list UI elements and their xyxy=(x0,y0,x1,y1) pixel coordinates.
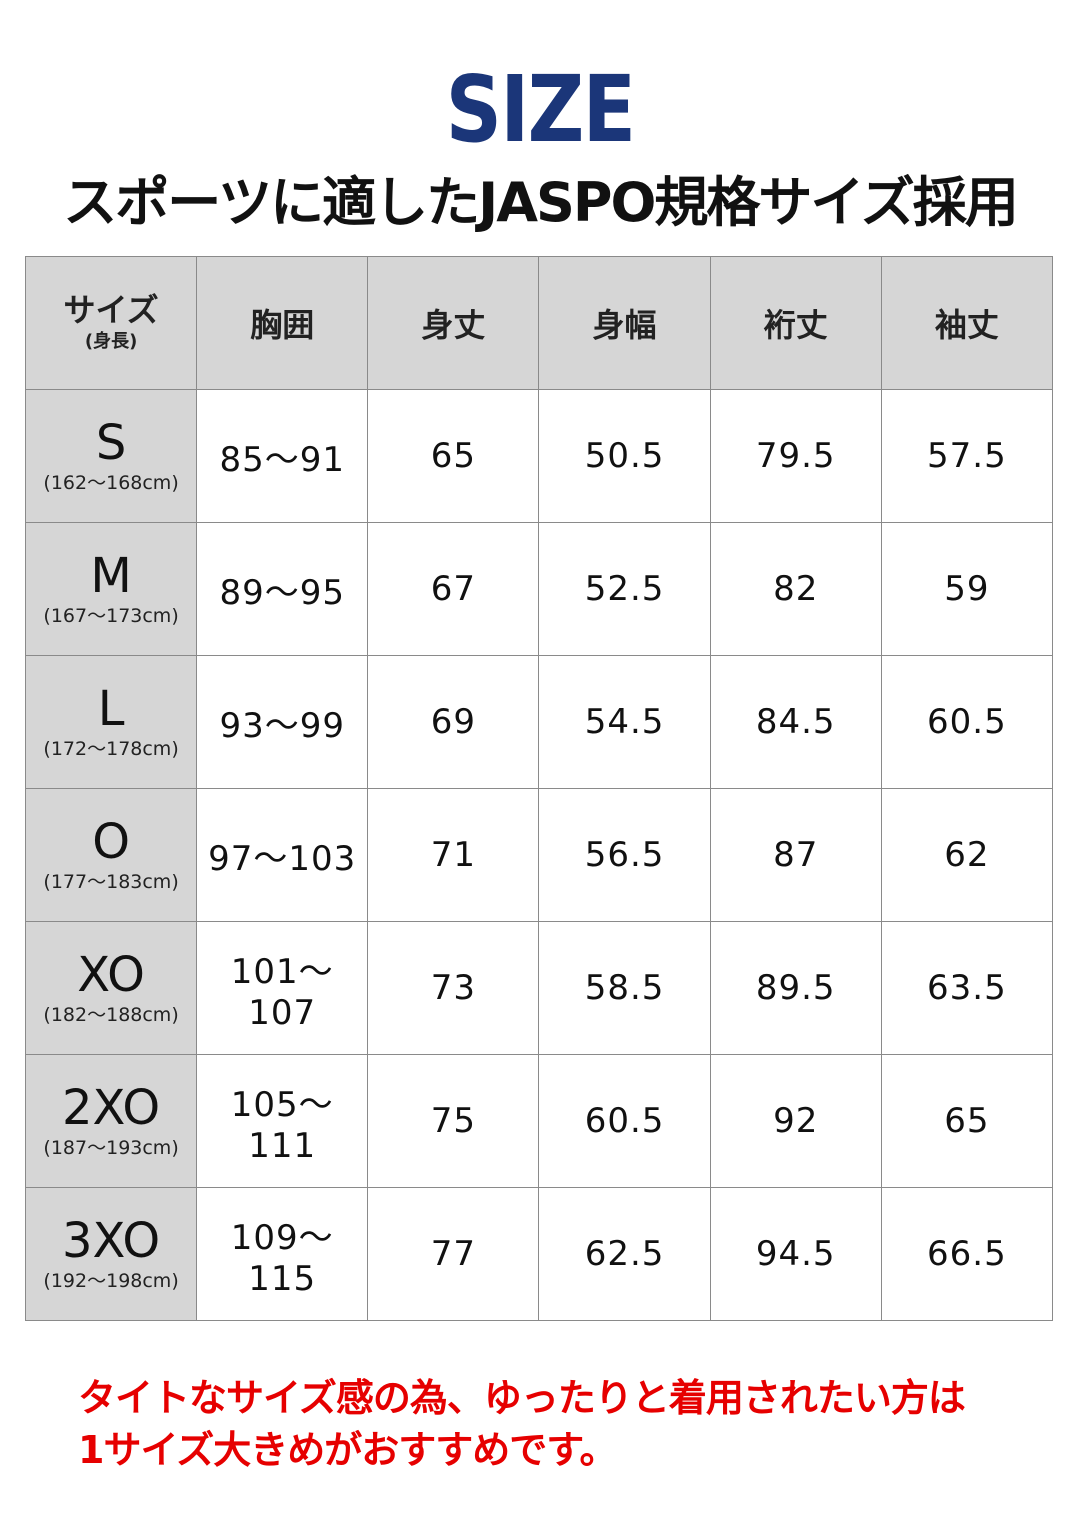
size-height-range: (162〜168cm) xyxy=(43,471,179,494)
measurement-cell: 63.5 xyxy=(880,921,1054,1055)
measurement-cell: 62.5 xyxy=(538,1187,711,1321)
size-table: サイズ (身長) 胸囲 身丈 身幅 裄丈 袖丈 S (162〜168cm) 85… xyxy=(24,256,1054,1321)
size-height-range: (177〜183cm) xyxy=(43,870,179,893)
table-row: XO (182〜188cm) 101〜107 73 58.5 89.5 63.5 xyxy=(24,921,1054,1055)
measurement-cell: 58.5 xyxy=(538,921,711,1055)
measurement-cell: 79.5 xyxy=(709,389,882,523)
table-row: L (172〜178cm) 93〜99 69 54.5 84.5 60.5 xyxy=(24,655,1054,789)
measurement-cell: 52.5 xyxy=(538,522,711,656)
column-header-chest: 胸囲 xyxy=(196,256,369,390)
size-note: タイトなサイズ感の為、ゆったりと着用されたい方は 1サイズ大きめがおすすめです。 xyxy=(78,1372,966,1476)
size-label: L xyxy=(97,680,125,737)
measurement-cell: 77 xyxy=(367,1187,540,1321)
measurement-cell: 60.5 xyxy=(880,655,1054,789)
size-height-range: (167〜173cm) xyxy=(43,604,179,627)
measurement-cell: 67 xyxy=(367,522,540,656)
size-cell: 3XO (192〜198cm) xyxy=(24,1187,198,1321)
measurement-cell: 65 xyxy=(880,1054,1054,1188)
table-row: M (167〜173cm) 89〜95 67 52.5 82 59 xyxy=(24,522,1054,656)
table-row: 2XO (187〜193cm) 105〜111 75 60.5 92 65 xyxy=(24,1054,1054,1188)
measurement-cell: 82 xyxy=(709,522,882,656)
column-header-width: 身幅 xyxy=(538,256,711,390)
size-cell: M (167〜173cm) xyxy=(24,522,198,656)
column-header-sleeve: 袖丈 xyxy=(880,256,1054,390)
measurement-cell: 105〜111 xyxy=(196,1054,369,1188)
size-cell: 2XO (187〜193cm) xyxy=(24,1054,198,1188)
measurement-cell: 85〜91 xyxy=(196,389,369,523)
size-height-range: (192〜198cm) xyxy=(43,1269,179,1292)
column-header-yuki: 裄丈 xyxy=(709,256,882,390)
measurement-cell: 75 xyxy=(367,1054,540,1188)
measurement-cell: 62 xyxy=(880,788,1054,922)
measurement-cell: 54.5 xyxy=(538,655,711,789)
measurement-cell: 71 xyxy=(367,788,540,922)
measurement-cell: 59 xyxy=(880,522,1054,656)
table-row: 3XO (192〜198cm) 109〜115 77 62.5 94.5 66.5 xyxy=(24,1187,1054,1321)
measurement-cell: 84.5 xyxy=(709,655,882,789)
measurement-cell: 109〜115 xyxy=(196,1187,369,1321)
measurement-cell: 56.5 xyxy=(538,788,711,922)
measurement-cell: 50.5 xyxy=(538,389,711,523)
page-title: SIZE xyxy=(445,56,636,163)
measurement-cell: 66.5 xyxy=(880,1187,1054,1321)
note-line-1: タイトなサイズ感の為、ゆったりと着用されたい方は xyxy=(78,1376,966,1420)
measurement-cell: 57.5 xyxy=(880,389,1054,523)
table-row: O (177〜183cm) 97〜103 71 56.5 87 62 xyxy=(24,788,1054,922)
size-label: M xyxy=(90,547,132,604)
measurement-cell: 87 xyxy=(709,788,882,922)
measurement-cell: 97〜103 xyxy=(196,788,369,922)
measurement-cell: 65 xyxy=(367,389,540,523)
size-height-range: (182〜188cm) xyxy=(43,1003,179,1026)
size-cell: O (177〜183cm) xyxy=(24,788,198,922)
size-cell: XO (182〜188cm) xyxy=(24,921,198,1055)
measurement-cell: 93〜99 xyxy=(196,655,369,789)
note-line-2: 1サイズ大きめがおすすめです。 xyxy=(78,1428,618,1472)
page-subtitle: スポーツに適したJASPO規格サイズ採用 xyxy=(63,171,1019,234)
measurement-cell: 73 xyxy=(367,921,540,1055)
size-label: 2XO xyxy=(62,1079,161,1136)
column-header-label: サイズ xyxy=(63,291,159,329)
column-header-length: 身丈 xyxy=(367,256,540,390)
column-header-size: サイズ (身長) xyxy=(24,256,198,390)
measurement-cell: 94.5 xyxy=(709,1187,882,1321)
table-row: S (162〜168cm) 85〜91 65 50.5 79.5 57.5 xyxy=(24,389,1054,523)
measurement-cell: 69 xyxy=(367,655,540,789)
measurement-cell: 101〜107 xyxy=(196,921,369,1055)
measurement-cell: 89〜95 xyxy=(196,522,369,656)
size-cell: L (172〜178cm) xyxy=(24,655,198,789)
measurement-cell: 89.5 xyxy=(709,921,882,1055)
measurement-cell: 60.5 xyxy=(538,1054,711,1188)
size-label: O xyxy=(92,813,130,870)
table-header-row: サイズ (身長) 胸囲 身丈 身幅 裄丈 袖丈 xyxy=(24,256,1054,390)
size-cell: S (162〜168cm) xyxy=(24,389,198,523)
measurement-cell: 92 xyxy=(709,1054,882,1188)
size-label: 3XO xyxy=(62,1212,161,1269)
size-label: XO xyxy=(77,946,145,1003)
size-height-range: (172〜178cm) xyxy=(43,737,179,760)
size-label: S xyxy=(95,414,127,471)
column-header-sublabel: (身長) xyxy=(84,331,138,352)
size-height-range: (187〜193cm) xyxy=(43,1136,179,1159)
